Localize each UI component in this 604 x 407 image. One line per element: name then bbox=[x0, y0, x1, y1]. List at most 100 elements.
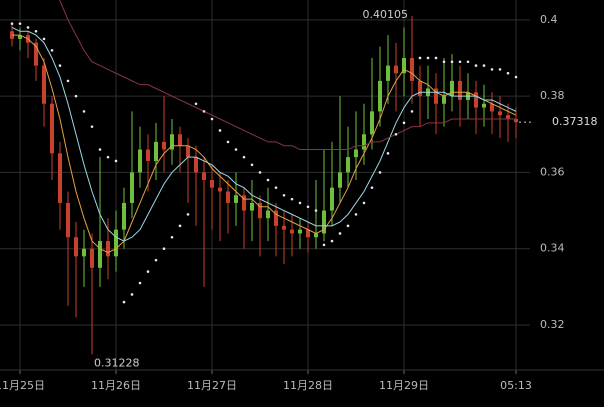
sar-dot bbox=[26, 26, 30, 29]
sar-dot bbox=[242, 155, 246, 159]
x-tick-label: 11月27日 bbox=[187, 379, 237, 392]
sar-dot bbox=[194, 102, 198, 106]
candle-body bbox=[242, 195, 246, 211]
candle-body bbox=[514, 119, 518, 123]
candle-body bbox=[42, 65, 46, 104]
candle-body bbox=[226, 191, 230, 203]
candle-body bbox=[282, 225, 286, 230]
candle-body bbox=[346, 157, 350, 173]
sar-dot bbox=[338, 232, 342, 235]
candle-body bbox=[418, 80, 422, 97]
sar-dot bbox=[74, 94, 78, 98]
sar-dot bbox=[498, 68, 502, 71]
y-tick-label: 0.4 bbox=[540, 13, 558, 26]
candle-body bbox=[258, 202, 262, 219]
sar-dot bbox=[410, 110, 414, 113]
y-tick-label: 0.38 bbox=[540, 89, 565, 102]
sar-dot bbox=[154, 258, 158, 262]
sar-dot bbox=[266, 178, 270, 182]
candle-body bbox=[114, 229, 118, 257]
sar-dot bbox=[106, 155, 110, 159]
candle-body bbox=[354, 149, 358, 158]
sar-dot bbox=[298, 201, 302, 205]
sar-dot bbox=[466, 60, 470, 64]
candle-body bbox=[218, 187, 222, 192]
sar-dot bbox=[482, 64, 486, 67]
candle-body bbox=[82, 248, 86, 257]
candle-body bbox=[50, 103, 54, 154]
candle-body bbox=[130, 172, 134, 203]
candle-body bbox=[490, 103, 494, 112]
x-tick-label: 11月29日 bbox=[379, 379, 429, 392]
sar-dot bbox=[98, 148, 102, 151]
sar-dot bbox=[378, 171, 382, 174]
high-label: 0.40105 bbox=[363, 8, 409, 21]
candle-body bbox=[450, 80, 454, 97]
y-tick-label: 0.32 bbox=[540, 318, 565, 331]
candle-body bbox=[394, 65, 398, 74]
sar-dot bbox=[514, 75, 518, 79]
sar-dot bbox=[178, 224, 182, 228]
candle-body bbox=[458, 80, 462, 100]
sar-dot bbox=[210, 117, 214, 121]
candle-body bbox=[234, 195, 238, 203]
sar-dot bbox=[218, 129, 222, 132]
sar-dot bbox=[234, 148, 238, 151]
candle-body bbox=[194, 157, 198, 173]
sar-dot bbox=[290, 197, 294, 201]
sar-dot bbox=[122, 300, 126, 304]
candle-body bbox=[442, 96, 446, 104]
sar-dot bbox=[442, 60, 446, 64]
sar-dot bbox=[170, 235, 174, 239]
axes: 0.32 0.34 0.36 0.38 0.4 11月25日 11月26日 11月27日 11月… bbox=[0, 8, 604, 392]
candle-body bbox=[290, 229, 294, 234]
x-tick-label: 11月26日 bbox=[91, 379, 141, 392]
sar-dot bbox=[450, 60, 454, 64]
y-tick-label: 0.36 bbox=[540, 165, 565, 178]
candle-body bbox=[474, 92, 478, 108]
sar-dot bbox=[314, 209, 318, 212]
candle-body bbox=[370, 111, 374, 135]
candle-body bbox=[250, 202, 254, 211]
candle-body bbox=[378, 80, 382, 112]
candle-body bbox=[330, 187, 334, 211]
sar-dot bbox=[426, 56, 430, 60]
sar-dot bbox=[10, 22, 14, 25]
sar-dot bbox=[130, 293, 134, 296]
candle-body bbox=[274, 210, 278, 226]
sar-dot bbox=[114, 159, 118, 163]
candle-body bbox=[362, 134, 366, 150]
sar-dot bbox=[354, 213, 358, 216]
sar-dot bbox=[506, 71, 510, 75]
candle-body bbox=[98, 241, 102, 268]
plot-area bbox=[10, 0, 518, 355]
candle-body bbox=[266, 210, 270, 219]
x-tick-label: 11月28日 bbox=[283, 379, 333, 392]
candle-body bbox=[298, 229, 302, 234]
candle-body bbox=[386, 65, 390, 81]
candle-body bbox=[506, 115, 510, 120]
sar-dot bbox=[362, 201, 366, 205]
candle-body bbox=[434, 88, 438, 104]
candle-body bbox=[170, 134, 174, 150]
sar-dot bbox=[162, 247, 166, 251]
candle-body bbox=[58, 153, 62, 203]
sar-dot bbox=[402, 121, 406, 125]
sar-dot bbox=[146, 270, 150, 273]
x-tick-label: 11月25日 bbox=[0, 379, 45, 392]
sar-dot bbox=[66, 79, 70, 83]
sar-dot bbox=[58, 64, 62, 67]
candle-body bbox=[146, 149, 150, 161]
candle-body bbox=[74, 237, 78, 257]
sar-dot bbox=[250, 163, 254, 167]
candle-body bbox=[306, 229, 310, 238]
sar-dot bbox=[18, 22, 22, 25]
candle-body bbox=[322, 210, 326, 234]
moving-average-line bbox=[58, 0, 516, 151]
x-tick-label: 05:13 bbox=[500, 379, 532, 392]
sar-dot bbox=[490, 68, 494, 71]
candle-body bbox=[106, 241, 110, 257]
